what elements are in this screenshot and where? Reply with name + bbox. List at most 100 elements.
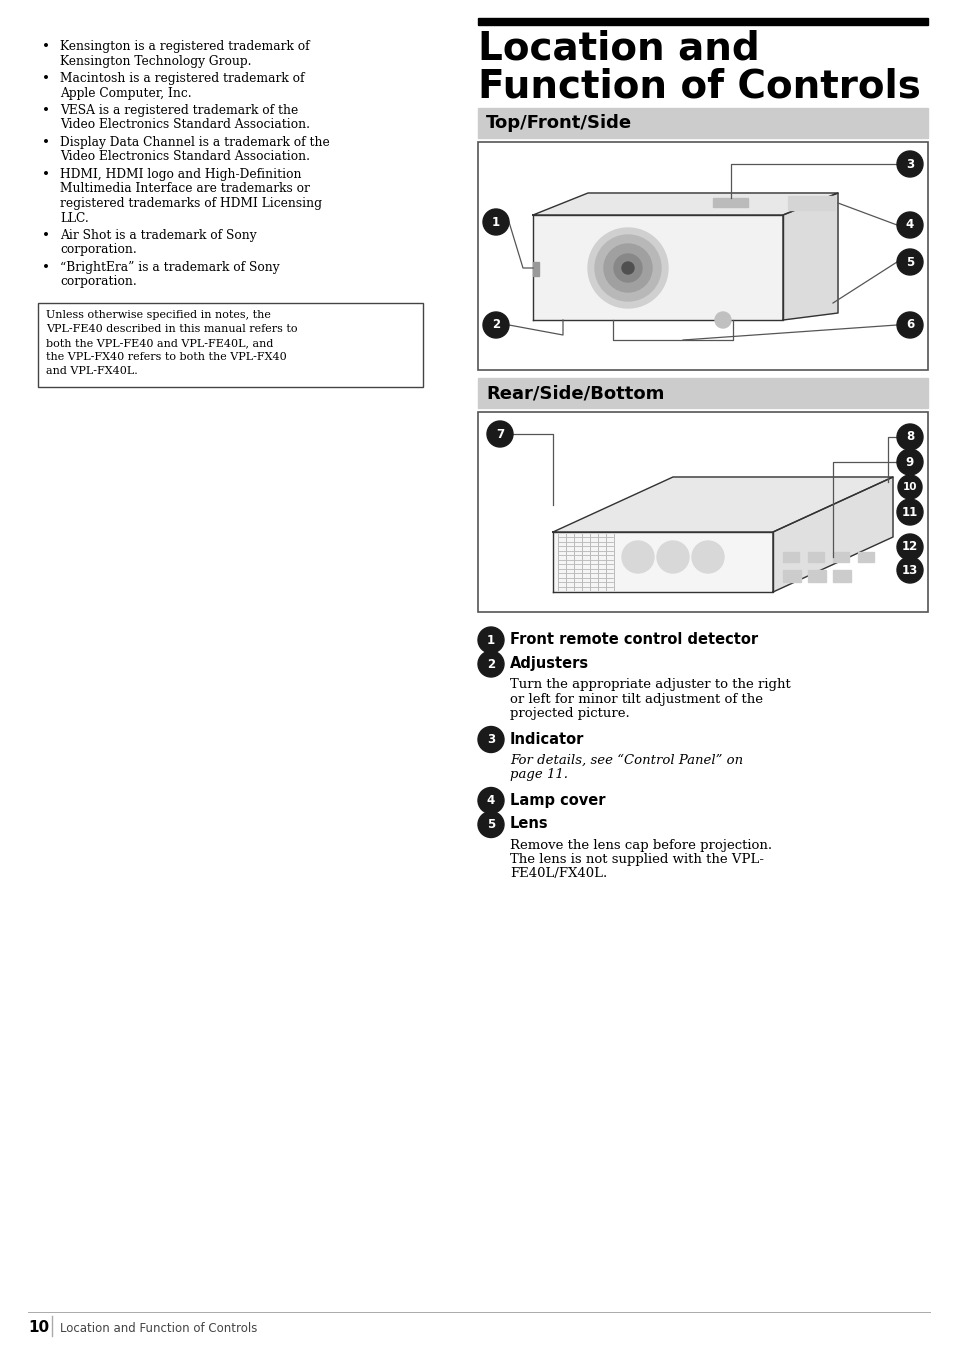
Text: •: •	[42, 41, 50, 54]
Text: the VPL-FX40 refers to both the VPL-FX40: the VPL-FX40 refers to both the VPL-FX40	[46, 352, 287, 362]
Bar	[38, 303, 422, 387]
Circle shape	[482, 312, 509, 338]
Circle shape	[896, 499, 923, 525]
Bar	[477, 379, 927, 408]
Bar	[782, 571, 801, 581]
Circle shape	[477, 627, 503, 653]
Text: 5: 5	[905, 256, 913, 269]
Bar	[712, 197, 747, 207]
Text: Macintosh is a registered trademark of: Macintosh is a registered trademark of	[60, 72, 304, 85]
Text: •: •	[42, 228, 50, 243]
Circle shape	[477, 652, 503, 677]
Text: Lamp cover: Lamp cover	[510, 792, 605, 807]
Text: projected picture.: projected picture.	[510, 707, 629, 721]
Polygon shape	[533, 215, 782, 320]
Bar	[807, 571, 825, 581]
Text: page 11.: page 11.	[510, 768, 567, 781]
Text: 2: 2	[486, 657, 495, 671]
Text: Video Electronics Standard Association.: Video Electronics Standard Association.	[60, 150, 310, 164]
Bar	[832, 552, 848, 562]
Circle shape	[896, 312, 923, 338]
Polygon shape	[553, 531, 772, 592]
Text: •: •	[42, 72, 50, 87]
Circle shape	[896, 151, 923, 177]
Circle shape	[621, 541, 654, 573]
Text: 12: 12	[901, 541, 917, 553]
Text: Front remote control detector: Front remote control detector	[510, 631, 758, 648]
Text: 9: 9	[905, 456, 913, 469]
Circle shape	[896, 449, 923, 475]
Circle shape	[477, 726, 503, 753]
Text: 1: 1	[486, 634, 495, 646]
Bar	[477, 18, 927, 24]
Text: Turn the appropriate adjuster to the right: Turn the appropriate adjuster to the rig…	[510, 677, 790, 691]
Polygon shape	[772, 477, 892, 592]
Bar	[782, 552, 799, 562]
Bar	[807, 552, 823, 562]
Circle shape	[587, 228, 667, 308]
Text: Remove the lens cap before projection.: Remove the lens cap before projection.	[510, 838, 771, 852]
Text: corporation.: corporation.	[60, 243, 136, 257]
Text: 8: 8	[905, 430, 913, 443]
Circle shape	[896, 212, 923, 238]
Text: •: •	[42, 137, 50, 150]
Text: For details, see “Control Panel” on: For details, see “Control Panel” on	[510, 753, 742, 767]
Circle shape	[477, 787, 503, 814]
Text: Air Shot is a trademark of Sony: Air Shot is a trademark of Sony	[60, 228, 256, 242]
Text: LLC.: LLC.	[60, 211, 89, 224]
Circle shape	[482, 210, 509, 235]
Text: Top/Front/Side: Top/Front/Side	[485, 114, 632, 132]
Text: 5: 5	[486, 818, 495, 831]
Bar	[832, 571, 850, 581]
Text: FE40L/FX40L.: FE40L/FX40L.	[510, 868, 607, 880]
Bar	[477, 108, 927, 138]
Text: Function of Controls: Function of Controls	[477, 68, 920, 105]
Bar	[807, 552, 823, 562]
Text: Indicator: Indicator	[510, 731, 584, 746]
Circle shape	[486, 420, 513, 448]
Text: or left for minor tilt adjustment of the: or left for minor tilt adjustment of the	[510, 692, 762, 706]
Circle shape	[896, 249, 923, 274]
Text: Location and: Location and	[477, 30, 759, 68]
Text: Kensington Technology Group.: Kensington Technology Group.	[60, 54, 252, 68]
Bar	[857, 552, 873, 562]
Bar	[832, 571, 850, 581]
Circle shape	[621, 262, 634, 274]
Text: The lens is not supplied with the VPL-: The lens is not supplied with the VPL-	[510, 853, 763, 867]
Bar	[533, 262, 538, 276]
Bar	[857, 552, 873, 562]
Text: Video Electronics Standard Association.: Video Electronics Standard Association.	[60, 119, 310, 131]
Text: 11: 11	[901, 506, 917, 519]
Text: Apple Computer, Inc.: Apple Computer, Inc.	[60, 87, 192, 100]
Text: 6: 6	[905, 319, 913, 331]
Text: •: •	[42, 261, 50, 274]
Bar	[477, 142, 927, 370]
Text: both the VPL-FE40 and VPL-FE40L, and: both the VPL-FE40 and VPL-FE40L, and	[46, 338, 274, 347]
Text: 3: 3	[905, 157, 913, 170]
Text: HDMI, HDMI logo and High-Definition: HDMI, HDMI logo and High-Definition	[60, 168, 301, 181]
Circle shape	[897, 475, 921, 499]
Bar	[712, 197, 747, 207]
Text: 7: 7	[496, 427, 503, 441]
Text: 13: 13	[901, 564, 917, 576]
Text: registered trademarks of HDMI Licensing: registered trademarks of HDMI Licensing	[60, 197, 322, 210]
Text: 10: 10	[902, 483, 916, 492]
Text: VESA is a registered trademark of the: VESA is a registered trademark of the	[60, 104, 298, 118]
Circle shape	[896, 557, 923, 583]
Text: Display Data Channel is a trademark of the: Display Data Channel is a trademark of t…	[60, 137, 330, 149]
Bar	[782, 571, 801, 581]
Text: 10: 10	[28, 1321, 49, 1336]
Text: Multimedia Interface are trademarks or: Multimedia Interface are trademarks or	[60, 183, 310, 196]
Circle shape	[614, 254, 641, 283]
Text: corporation.: corporation.	[60, 276, 136, 288]
Text: VPL-FE40 described in this manual refers to: VPL-FE40 described in this manual refers…	[46, 324, 297, 334]
Text: •: •	[42, 104, 50, 118]
Bar	[477, 412, 927, 612]
Text: Lens: Lens	[510, 817, 548, 831]
Polygon shape	[553, 477, 892, 531]
Text: 2: 2	[492, 319, 499, 331]
Text: “BrightEra” is a trademark of Sony: “BrightEra” is a trademark of Sony	[60, 261, 279, 274]
Text: and VPL-FX40L.: and VPL-FX40L.	[46, 366, 137, 376]
Text: Location and Function of Controls: Location and Function of Controls	[60, 1321, 257, 1334]
Circle shape	[477, 811, 503, 837]
